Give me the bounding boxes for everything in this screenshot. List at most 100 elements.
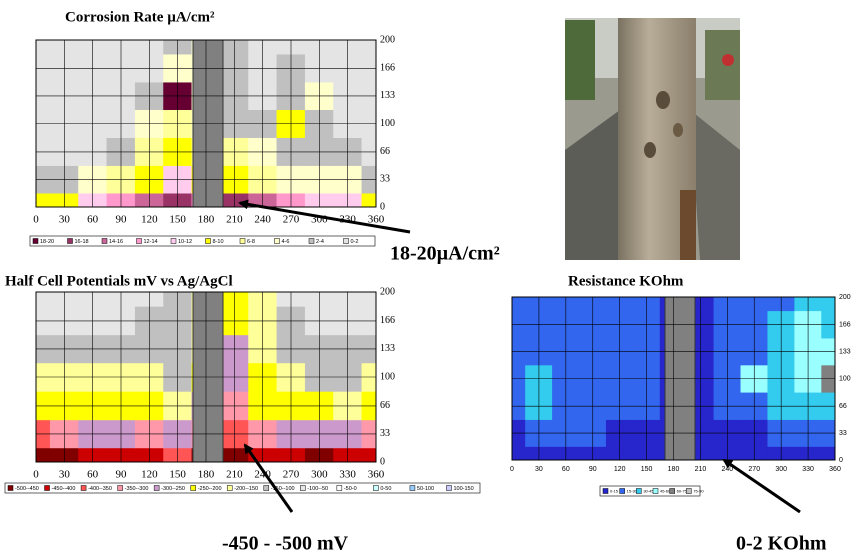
x-tick-label: 0 — [33, 214, 39, 226]
x-tick-label: 360 — [829, 466, 841, 473]
legend-swatch — [8, 486, 13, 491]
x-tick-label: 90 — [589, 466, 597, 473]
x-tick-label: 60 — [87, 214, 99, 226]
legend: 0-1515-3030-4545-6060-7575-90 — [600, 486, 704, 496]
legend-label: 2-4 — [316, 239, 324, 245]
legend-swatch — [191, 486, 196, 491]
legend-label: -350--300 — [125, 486, 149, 492]
y-tick-label: 33 — [380, 428, 390, 439]
contour-cell — [36, 40, 50, 54]
x-tick-label: 90 — [116, 469, 128, 481]
x-tick-label: 270 — [283, 214, 300, 226]
x-tick-label: 60 — [87, 469, 99, 481]
x-tick-label: 210 — [226, 214, 243, 226]
legend-label: 100-150 — [453, 486, 473, 492]
legend-label: 8-10 — [213, 239, 224, 245]
legend-label: -500--450 — [15, 486, 39, 492]
legend-swatch — [171, 239, 176, 244]
legend-label: 0-2 — [351, 239, 359, 245]
x-tick-label: 120 — [614, 466, 626, 473]
annotation: -450 - -500 mV — [222, 533, 349, 554]
legend-label: -250--200 — [198, 486, 222, 492]
y-tick-label: 0 — [380, 201, 385, 212]
y-tick-label: 0 — [380, 456, 385, 467]
x-tick-label: 210 — [226, 469, 243, 481]
y-tick-label: 166 — [839, 322, 851, 329]
legend-swatch — [275, 239, 280, 244]
contour-cell — [362, 40, 376, 54]
legend-label: 4-6 — [282, 239, 290, 245]
y-tick-label: 0 — [839, 457, 843, 464]
x-tick-label: 300 — [775, 466, 787, 473]
annotation: 0-2 KOhm — [736, 533, 827, 554]
y-tick-label: 166 — [380, 315, 395, 326]
y-tick-label: 133 — [380, 90, 395, 101]
legend-swatch — [603, 489, 608, 494]
x-tick-label: 120 — [141, 469, 158, 481]
contour-cell — [822, 447, 835, 460]
legend-swatch — [68, 239, 73, 244]
legend-label: 0-15 — [610, 489, 619, 494]
legend-label: -300--250 — [161, 486, 185, 492]
y-tick-label: 66 — [839, 403, 847, 410]
x-tick-label: 0 — [33, 469, 39, 481]
x-tick-label: 180 — [198, 469, 215, 481]
chart-title: Resistance KOhm — [568, 273, 684, 289]
x-tick-label: 300 — [311, 469, 328, 481]
contour-cell — [822, 297, 835, 311]
x-tick-label: 120 — [141, 214, 158, 226]
legend-swatch — [33, 239, 38, 244]
figure: Corrosion Rate µA/cm² 0 30 60 90 120 150 180 210… — [0, 0, 859, 554]
legend: -500--450-450--400-400--350-350--300-300… — [5, 483, 480, 493]
chart-title: Corrosion Rate µA/cm² — [65, 9, 215, 25]
legend-swatch — [118, 486, 123, 491]
y-tick-label: 66 — [380, 146, 390, 157]
legend-swatch — [344, 239, 349, 244]
y-tick-label: 33 — [380, 174, 390, 185]
plot-area — [36, 292, 376, 462]
x-tick-label: 150 — [641, 466, 653, 473]
x-tick-label: 180 — [198, 214, 215, 226]
contour-cell — [362, 448, 376, 462]
contour-cell — [36, 448, 50, 462]
contour-cell — [36, 292, 50, 306]
x-tick-label: 330 — [802, 466, 814, 473]
y-tick-label: 100 — [380, 118, 395, 129]
legend-label: 16-18 — [75, 239, 89, 245]
photo — [565, 18, 740, 260]
legend-label: -400--350 — [88, 486, 112, 492]
y-tick-label: 200 — [380, 34, 395, 45]
legend-swatch — [227, 486, 232, 491]
y-tick-label: 133 — [839, 348, 851, 355]
legend-label: 18-20 — [40, 239, 54, 245]
x-tick-label: 30 — [59, 214, 71, 226]
x-tick-label: 270 — [283, 469, 300, 481]
legend-swatch — [653, 489, 658, 494]
x-tick-label: 240 — [254, 214, 271, 226]
y-tick-label: 66 — [380, 400, 390, 411]
contour-cell — [512, 297, 525, 311]
x-tick-label: 210 — [695, 466, 707, 473]
x-tick-label: 30 — [535, 466, 543, 473]
legend-label: 6-8 — [247, 239, 255, 245]
x-tick-label: 0 — [510, 466, 514, 473]
legend-swatch — [45, 486, 50, 491]
legend-label: 60-75 — [677, 489, 688, 494]
legend-label: -200--150 — [234, 486, 258, 492]
legend-swatch — [620, 489, 625, 494]
legend-swatch — [102, 239, 107, 244]
y-tick-label: 200 — [380, 286, 395, 297]
x-tick-label: 330 — [339, 469, 356, 481]
legend-label: 10-12 — [178, 239, 192, 245]
y-tick-label: 200 — [839, 294, 851, 301]
x-tick-label: 60 — [562, 466, 570, 473]
legend-swatch — [137, 239, 142, 244]
legend-label: -50-0 — [344, 486, 357, 492]
y-tick-label: 100 — [380, 371, 395, 382]
legend-label: 15-30 — [627, 489, 638, 494]
legend-label: 45-60 — [660, 489, 671, 494]
contour-cell — [362, 193, 376, 207]
legend-swatch — [337, 486, 342, 491]
x-tick-label: 360 — [368, 469, 385, 481]
